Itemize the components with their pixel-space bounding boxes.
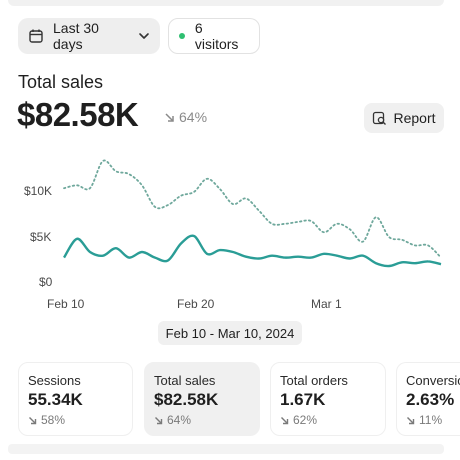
date-range-caption: Feb 10 - Mar 10, 2024 — [158, 321, 302, 345]
card-delta-value: 64% — [167, 413, 192, 427]
card-delta: 62% — [280, 413, 377, 427]
report-label: Report — [393, 110, 436, 126]
date-range-label: Last 30 days — [53, 20, 99, 52]
bottom-edge-panel — [8, 444, 444, 454]
arrow-down-right-icon — [280, 416, 289, 425]
metric-title: Total sales — [18, 72, 104, 92]
report-button[interactable]: Report — [364, 103, 444, 133]
card-delta-value: 11% — [419, 413, 443, 427]
y-tick-label: $5K — [30, 230, 52, 244]
comparison-period-line — [63, 159, 442, 259]
metric-card-total-orders[interactable]: Total orders 1.67K 62% — [270, 362, 386, 436]
card-value: 2.63% — [406, 390, 455, 409]
chevron-down-icon — [138, 30, 150, 42]
metric-card-sessions[interactable]: Sessions 55.34K 58% — [18, 362, 133, 436]
card-value: $82.58K — [154, 390, 219, 409]
card-label: Sessions — [28, 373, 81, 388]
card-delta: 58% — [28, 413, 124, 427]
card-value: 1.67K — [280, 390, 326, 409]
metric-card-conversion[interactable]: Conversion 2.63% 11% — [396, 362, 460, 436]
live-dot-icon — [179, 33, 185, 39]
metric-delta: 64% — [164, 109, 207, 125]
arrow-down-right-icon — [406, 416, 415, 425]
arrow-down-right-icon — [164, 112, 175, 123]
card-delta: 64% — [154, 413, 251, 427]
card-delta-value: 62% — [293, 413, 318, 427]
card-delta: 11% — [406, 413, 452, 427]
y-tick-label: $0 — [39, 275, 53, 289]
arrow-down-right-icon — [154, 416, 163, 425]
card-label: Total orders — [280, 373, 348, 388]
visitors-label: 6 visitors — [194, 20, 239, 52]
date-range-dropdown[interactable]: Last 30 days — [18, 18, 160, 54]
top-edge-panel — [8, 0, 444, 6]
y-tick-label: $10K — [24, 184, 53, 198]
x-tick-label: Mar 1 — [311, 297, 342, 311]
metric-card-total-sales[interactable]: Total sales $82.58K 64% — [144, 362, 260, 436]
x-tick-label: Feb 20 — [177, 297, 215, 311]
calendar-icon — [28, 28, 44, 44]
live-visitors-badge[interactable]: 6 visitors — [168, 18, 260, 54]
arrow-down-right-icon — [28, 416, 37, 425]
card-label: Total sales — [154, 373, 216, 388]
card-delta-value: 58% — [41, 413, 66, 427]
metric-delta-value: 64% — [179, 109, 208, 125]
report-search-icon — [372, 111, 387, 126]
metric-value: $82.58K — [17, 96, 139, 133]
x-tick-label: Feb 10 — [47, 297, 85, 311]
card-label: Conversion — [406, 373, 460, 388]
card-value: 55.34K — [28, 390, 83, 409]
current-period-line — [62, 234, 442, 268]
